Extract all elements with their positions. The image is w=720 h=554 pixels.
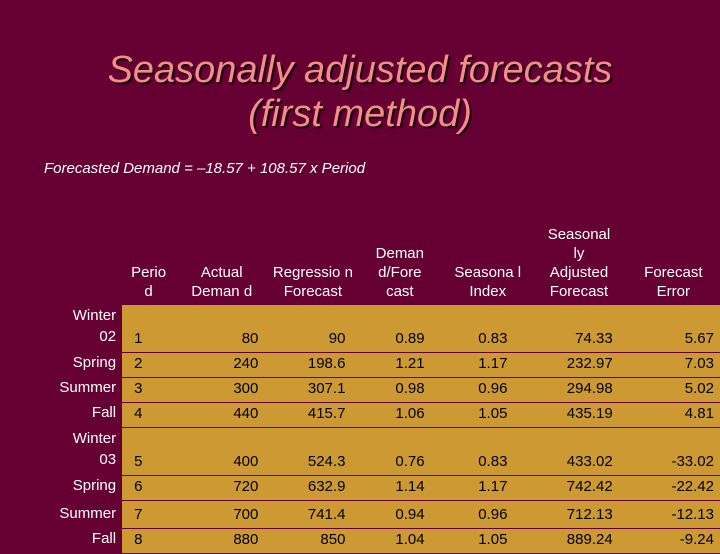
demand-forecast-ratio-cell: 0.98 — [357, 376, 443, 403]
seasonal-index-cell: 1.05 — [442, 527, 532, 554]
season-cell: Fall — [91, 404, 117, 421]
demand-forecast-ratio-cell: 0.94 — [357, 499, 443, 529]
forecast-error-cell: -33.02 — [626, 426, 720, 476]
actual-demand-cell: 700 — [175, 499, 269, 529]
forecast-error-cell: 5.02 — [626, 376, 720, 403]
actual-demand-cell: 440 — [175, 401, 269, 428]
seasonal-index-cell: 1.17 — [442, 474, 532, 501]
forecast-error-cell: -12.13 — [626, 499, 720, 529]
period-cell: 1 — [122, 303, 176, 353]
regression-forecast-cell: 90 — [268, 303, 358, 353]
demand-forecast-ratio-cell: 1.14 — [357, 474, 443, 501]
header-actual-demand: Actual Deman d — [191, 263, 253, 300]
regression-forecast-cell: 632.9 — [268, 474, 358, 501]
title-line-2: (first method) — [248, 93, 472, 135]
regression-forecast-cell: 307.1 — [268, 376, 358, 403]
season-cell: Spring — [72, 477, 117, 494]
regression-forecast-cell: 741.4 — [268, 499, 358, 529]
table-row: Winter 02 1 80 90 0.89 0.83 74.33 5.67 — [32, 303, 720, 353]
adjusted-forecast-cell: 433.02 — [531, 426, 627, 476]
actual-demand-cell: 720 — [175, 474, 269, 501]
header-seasonally-adjusted-forecast: Seasonal ly Adjusted Forecast — [547, 225, 611, 300]
season-cell: Fall — [91, 530, 117, 547]
forecast-table: Perio d Actual Deman d Regressio n Forec… — [32, 222, 720, 554]
header-season — [32, 222, 122, 304]
table-row: Spring 6 720 632.9 1.14 1.17 742.42 -22.… — [32, 474, 720, 501]
actual-demand-cell: 80 — [175, 303, 269, 353]
forecast-error-cell: 4.81 — [626, 401, 720, 428]
header-forecast-error: Forecast Error — [644, 263, 703, 300]
adjusted-forecast-cell: 74.33 — [531, 303, 627, 353]
forecast-formula: Forecasted Demand = –18.57 + 108.57 x Pe… — [44, 160, 366, 177]
table-row: Fall 4 440 415.7 1.06 1.05 435.19 4.81 — [32, 401, 720, 428]
period-cell: 4 — [122, 401, 176, 428]
regression-forecast-cell: 850 — [268, 527, 358, 554]
seasonal-index-cell: 1.17 — [442, 351, 532, 378]
period-cell: 2 — [122, 351, 176, 378]
seasonal-index-cell: 0.83 — [442, 426, 532, 476]
demand-forecast-ratio-cell: 1.06 — [357, 401, 443, 428]
period-cell: 5 — [122, 426, 176, 476]
season-cell: Winter 03 — [72, 430, 117, 468]
regression-forecast-cell: 198.6 — [268, 351, 358, 378]
adjusted-forecast-cell: 294.98 — [531, 376, 627, 403]
header-demand-forecast-ratio: Deman d/Fore cast — [375, 244, 424, 300]
title-line-1: Seasonally adjusted forecasts — [107, 49, 613, 91]
adjusted-forecast-cell: 889.24 — [531, 527, 627, 554]
slide-title: Seasonally adjusted forecasts (first met… — [0, 48, 720, 136]
season-cell: Summer — [59, 379, 117, 396]
forecast-error-cell: 7.03 — [626, 351, 720, 378]
regression-forecast-cell: 415.7 — [268, 401, 358, 428]
demand-forecast-ratio-cell: 1.04 — [357, 527, 443, 554]
demand-forecast-ratio-cell: 0.76 — [357, 426, 443, 476]
period-cell: 6 — [122, 474, 176, 501]
seasonal-index-cell: 1.05 — [442, 401, 532, 428]
period-cell: 8 — [122, 527, 176, 554]
season-cell: Summer — [59, 505, 117, 522]
table-row: Spring 2 240 198.6 1.21 1.17 232.97 7.03 — [32, 351, 720, 378]
forecast-error-cell: -9.24 — [626, 527, 720, 554]
adjusted-forecast-cell: 435.19 — [531, 401, 627, 428]
seasonal-index-cell: 0.83 — [442, 303, 532, 353]
actual-demand-cell: 880 — [175, 527, 269, 554]
adjusted-forecast-cell: 232.97 — [531, 351, 627, 378]
period-cell: 7 — [122, 499, 176, 529]
seasonal-index-cell: 0.96 — [442, 499, 532, 529]
period-cell: 3 — [122, 376, 176, 403]
regression-forecast-cell: 524.3 — [268, 426, 358, 476]
season-cell: Spring — [72, 354, 117, 371]
actual-demand-cell: 400 — [175, 426, 269, 476]
table-row: Summer 3 300 307.1 0.98 0.96 294.98 5.02 — [32, 376, 720, 403]
season-cell: Winter 02 — [72, 307, 117, 345]
table-row: Fall 8 880 850 1.04 1.05 889.24 -9.24 — [32, 527, 720, 554]
seasonal-index-cell: 0.96 — [442, 376, 532, 403]
demand-forecast-ratio-cell: 1.21 — [357, 351, 443, 378]
actual-demand-cell: 240 — [175, 351, 269, 378]
header-seasonal-index: Seasona l Index — [454, 263, 522, 300]
table-row: Summer 7 700 741.4 0.94 0.96 712.13 -12.… — [32, 499, 720, 529]
header-regression-forecast: Regressio n Forecast — [272, 263, 353, 300]
adjusted-forecast-cell: 742.42 — [531, 474, 627, 501]
header-period: Perio d — [131, 263, 167, 300]
table-header-row: Perio d Actual Deman d Regressio n Forec… — [32, 222, 720, 304]
demand-forecast-ratio-cell: 0.89 — [357, 303, 443, 353]
actual-demand-cell: 300 — [175, 376, 269, 403]
adjusted-forecast-cell: 712.13 — [531, 499, 627, 529]
forecast-error-cell: -22.42 — [626, 474, 720, 501]
forecast-error-cell: 5.67 — [626, 303, 720, 353]
table-row: Winter 03 5 400 524.3 0.76 0.83 433.02 -… — [32, 426, 720, 476]
